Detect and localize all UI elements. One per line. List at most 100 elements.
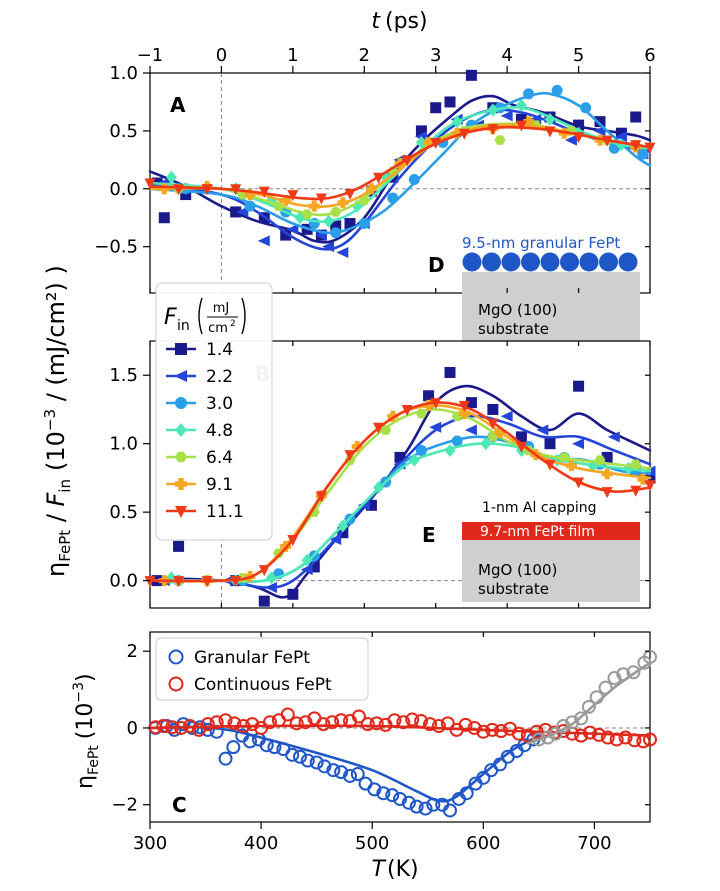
panel-c-series-0-point-27 <box>376 786 391 801</box>
panel-b-series-3-fit <box>148 442 652 583</box>
panel-c-series-0-point-8 <box>218 751 233 766</box>
panel-b-series-2-point-7 <box>451 435 463 447</box>
panel-a-series-1-point-7 <box>336 246 349 258</box>
panel-c-series-0-point-22 <box>334 765 349 780</box>
inset-e: 1-nm Al capping 9.7-nm FePt film MgO (10… <box>422 500 640 602</box>
legend-title-unit-num: mJ <box>213 301 230 316</box>
panel-a-xtick-label-0: −1 <box>137 45 164 66</box>
panel-a-series-1-point-4 <box>286 223 299 235</box>
panel-c-series-0-point-26 <box>367 782 382 797</box>
panel-c-series-1-point-53 <box>618 730 633 745</box>
panel-b-series-1 <box>148 410 656 593</box>
panel-c-series-1-point-33 <box>440 716 455 731</box>
panel-a-series-6-point-2 <box>201 184 213 196</box>
panel-a-series-1-point-2 <box>236 206 249 218</box>
panel-c-label: C <box>172 793 187 817</box>
panel-c-series-1-point-29 <box>405 712 420 727</box>
panel-a-series-6-point-10 <box>430 137 442 149</box>
panel-c-legend-item-0-marker <box>168 649 184 665</box>
legend-item-3-label: 4.8 <box>206 421 233 441</box>
panel-a-series-2-point-1 <box>244 200 256 212</box>
panel-b-series-6-point-13 <box>515 441 527 453</box>
panel-c-series-2-point-11 <box>626 665 641 680</box>
panel-c-series-1-point-9 <box>227 716 242 731</box>
panel-b-series-0-point-10 <box>444 366 456 378</box>
legend-item-2-marker <box>175 397 187 409</box>
panel-a-series-5-point-9 <box>451 127 463 139</box>
inset-d-granule-7 <box>599 252 618 272</box>
panel-b-series-1-point-3 <box>300 564 313 576</box>
panel-a-reference-lines <box>150 73 650 293</box>
y-scale: (10 <box>42 431 70 471</box>
panel-c-series-0-point-33 <box>426 797 441 812</box>
panel-b-series-6-point-16 <box>601 487 613 499</box>
panel-c-series-2-point-0 <box>531 732 546 747</box>
panel-c-xtick-label-2: 500 <box>355 833 389 854</box>
panel-b-series-0-point-7 <box>365 499 377 511</box>
panel-c-series-1-point-23 <box>351 709 366 724</box>
panel-a-series-4-point-3 <box>301 209 313 220</box>
panel-a-series-5-point-4 <box>308 200 320 212</box>
panel-a-series-6-point-13 <box>515 120 527 132</box>
panel-a-series-6-point-18 <box>644 142 656 154</box>
panel-a-series-1-point-3 <box>257 235 270 247</box>
panel-c-series-1-point-13 <box>263 715 277 730</box>
panel-c-legend-item-1-label: Continuous FePt <box>194 675 332 695</box>
panel-c-series-2-point-10 <box>616 667 631 682</box>
shared-y-axis-title: ηFePt / Fin (10−3 / (mJ/cm²) ) <box>41 265 74 577</box>
panel-a-series-4-point-4 <box>330 207 342 217</box>
panel-a-axes: −0.5 0.0 0.5 1.0−1 0 1 2 3 4 5 6 <box>94 45 656 293</box>
panel-a-series-5-point-5 <box>337 197 349 209</box>
legend-item-6-label: 11.1 <box>206 502 244 522</box>
panel-a-ytick-label-3: 1.0 <box>109 63 138 84</box>
panel-a-series-2-point-4 <box>330 227 342 239</box>
panel-c-legend-item-0-label: Granular FePt <box>194 648 310 668</box>
panel-a-series-5-point-11 <box>523 116 535 128</box>
panel-c-xtick-label-0: 300 <box>133 833 167 854</box>
panel-a-series-3-point-8 <box>451 115 463 129</box>
panel-a-series-3-point-0 <box>165 170 177 184</box>
panel-a-xtick-label-6: 5 <box>573 45 584 66</box>
panel-c-series-0-point-39 <box>476 770 491 785</box>
panel-a-series-6-point-1 <box>173 184 185 196</box>
panel-b-series-5-point-9 <box>494 427 506 439</box>
panel-c-y-title-text: ηFePt (10−3) <box>71 673 102 789</box>
panel-a-series-0-point-3 <box>230 206 242 218</box>
panel-b-series-4-point-5 <box>380 425 392 435</box>
panel-a-ytick-label-1: 0.0 <box>109 179 138 200</box>
panel-c-series-1-point-48 <box>574 728 589 743</box>
panel-a-series-6-point-5 <box>287 190 299 202</box>
panel-a-series <box>144 69 656 258</box>
panel-c-series-1-point-51 <box>600 730 615 745</box>
T-unit: (K) <box>387 857 419 882</box>
panel-c-series-1-point-54 <box>627 733 642 748</box>
legend-paren-left <box>198 297 203 335</box>
inset-d-granule-5 <box>560 252 579 272</box>
panel-a-ytick-label-0: −0.5 <box>94 237 138 258</box>
panel-c-series-1-point-39 <box>494 724 509 739</box>
panel-c-series-1-point-2 <box>165 720 180 735</box>
panel-b-series-0-point-4 <box>287 588 299 600</box>
panel-b-series-6-point-9 <box>401 404 413 416</box>
panel-a-series-0-point-22 <box>630 111 642 123</box>
panel-c-series-1-point-50 <box>591 727 606 742</box>
panel-c-series-1-point-27 <box>387 713 402 728</box>
panel-b-series-6-point-14 <box>544 459 556 471</box>
y-f: F <box>42 491 70 506</box>
panel-a-series-5-point-0 <box>158 183 170 195</box>
inset-d-granule-6 <box>579 252 599 272</box>
y-slash: / <box>42 506 70 529</box>
panel-c-series-1-point-37 <box>476 724 491 739</box>
panel-c-series-0-point-37 <box>459 786 474 801</box>
panel-a-series-2-point-6 <box>387 192 399 204</box>
panel-b-series-2-point-6 <box>415 445 427 457</box>
panel-a-xtick-label-1: 0 <box>216 45 227 66</box>
panel-c-series-1-point-43 <box>529 724 544 739</box>
panel-a-series-6-point-6 <box>315 193 327 205</box>
panel-a-series-3-point-9 <box>487 103 499 117</box>
panel-a-series-0-point-20 <box>594 116 606 128</box>
panel-b-ytick-label-2: 1.0 <box>109 434 138 455</box>
panel-b-series-4-point-6 <box>415 408 427 419</box>
panel-a-series-0-point-13 <box>430 102 442 114</box>
